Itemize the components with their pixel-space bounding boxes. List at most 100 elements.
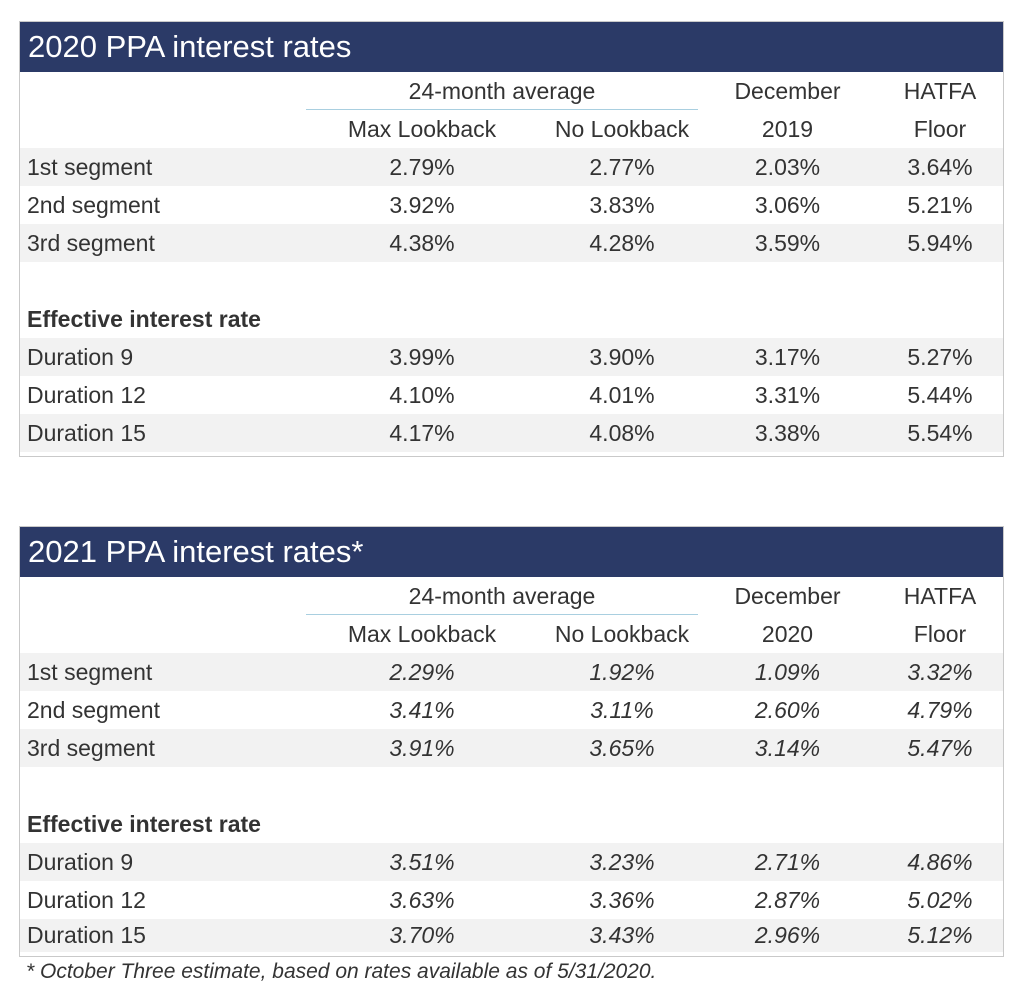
col-header-max-lookback: Max Lookback: [347, 116, 497, 142]
table-row: Duration 12 4.10% 4.01% 3.31% 5.44%: [20, 376, 1003, 414]
cell-no: 3.23%: [589, 849, 655, 875]
header-row-2: Max Lookback No Lookback 2019 Floor: [20, 110, 1003, 148]
cell-max: 2.29%: [389, 659, 455, 685]
table-row: 1st segment 2.29% 1.92% 1.09% 3.32%: [20, 653, 1003, 691]
row-label: Duration 15: [27, 922, 146, 948]
cell-dec: 3.17%: [754, 344, 821, 370]
cell-hatfa: 5.47%: [907, 735, 973, 761]
cell-hatfa: 5.27%: [907, 344, 973, 370]
group-header-underline: [306, 614, 698, 615]
cell-max: 3.63%: [389, 887, 455, 913]
col-header-no-lookback: No Lookback: [554, 116, 690, 142]
section-label: Effective interest rate: [27, 811, 261, 837]
group-header-underline: [306, 109, 698, 110]
section-row: Effective interest rate: [20, 300, 1003, 338]
cell-dec: 2.96%: [754, 922, 821, 948]
cell-max: 3.99%: [389, 344, 455, 370]
cell-dec: 2.71%: [754, 849, 821, 875]
table-row: Duration 9 3.51% 3.23% 2.71% 4.86%: [20, 843, 1003, 881]
row-label: 2nd segment: [27, 697, 160, 723]
cell-hatfa: 3.32%: [907, 659, 973, 685]
header-row-2: Max Lookback No Lookback 2020 Floor: [20, 615, 1003, 653]
row-label: 2nd segment: [27, 192, 160, 218]
cell-no: 2.77%: [589, 154, 655, 180]
table-row: 1st segment 2.79% 2.77% 2.03% 3.64%: [20, 148, 1003, 186]
table-title: 2021 PPA interest rates*: [20, 527, 1003, 577]
cell-dec: 1.09%: [754, 659, 821, 685]
row-label: Duration 9: [27, 849, 134, 875]
cell-max: 2.79%: [389, 154, 455, 180]
header-row-1: 24-month average December HATFA: [20, 72, 1003, 110]
cell-hatfa: 5.44%: [907, 382, 973, 408]
cell-no: 3.36%: [589, 887, 655, 913]
cell-hatfa: 5.21%: [907, 192, 973, 218]
col-header-hatfa: HATFA: [903, 78, 977, 104]
col-header-december-year: 2020: [761, 621, 814, 647]
col-header-no-lookback: No Lookback: [554, 621, 690, 647]
row-label: Duration 12: [27, 887, 146, 913]
spacer-row: [20, 262, 1003, 300]
cell-dec: 2.03%: [754, 154, 821, 180]
section-row: Effective interest rate: [20, 805, 1003, 843]
cell-dec: 3.59%: [754, 230, 821, 256]
cell-hatfa: 5.94%: [907, 230, 973, 256]
table-row: 2nd segment 3.92% 3.83% 3.06% 5.21%: [20, 186, 1003, 224]
spacer-row: [20, 767, 1003, 805]
cell-hatfa: 5.12%: [907, 922, 973, 948]
cell-max: 3.92%: [389, 192, 455, 218]
section-label: Effective interest rate: [27, 306, 261, 332]
cell-max: 4.10%: [389, 382, 455, 408]
cell-no: 4.01%: [589, 382, 655, 408]
row-label: Duration 9: [27, 344, 134, 370]
cell-no: 3.65%: [589, 735, 655, 761]
table-2020: 2020 PPA interest rates 24-month average…: [19, 21, 1004, 457]
table-row: 3rd segment 3.91% 3.65% 3.14% 5.47%: [20, 729, 1003, 767]
row-label: 3rd segment: [27, 735, 155, 761]
table-2021: 2021 PPA interest rates* 24-month averag…: [19, 526, 1004, 957]
table-row: Duration 12 3.63% 3.36% 2.87% 5.02%: [20, 881, 1003, 919]
cell-no: 3.90%: [589, 344, 655, 370]
cell-max: 4.38%: [389, 230, 455, 256]
col-header-floor: Floor: [913, 621, 967, 647]
cell-dec: 2.60%: [754, 697, 821, 723]
cell-dec: 3.14%: [754, 735, 821, 761]
col-header-december-year: 2019: [761, 116, 814, 142]
cell-dec: 3.38%: [754, 420, 821, 446]
col-header-december: December: [734, 78, 841, 104]
cell-dec: 3.06%: [754, 192, 821, 218]
row-label: 1st segment: [27, 659, 153, 685]
row-label: 1st segment: [27, 154, 153, 180]
footnote: * October Three estimate, based on rates…: [26, 960, 657, 983]
cell-hatfa: 4.79%: [907, 697, 973, 723]
header-row-1: 24-month average December HATFA: [20, 577, 1003, 615]
table-row: Duration 15 3.70% 3.43% 2.96% 5.12%: [20, 919, 1003, 952]
cell-no: 3.43%: [589, 922, 655, 948]
table-row: 3rd segment 4.38% 4.28% 3.59% 5.94%: [20, 224, 1003, 262]
cell-no: 3.83%: [589, 192, 655, 218]
cell-no: 1.92%: [589, 659, 655, 685]
cell-hatfa: 4.86%: [907, 849, 973, 875]
col-header-max-lookback: Max Lookback: [347, 621, 497, 647]
cell-no: 4.08%: [589, 420, 655, 446]
row-label: Duration 12: [27, 382, 146, 408]
col-header-floor: Floor: [913, 116, 967, 142]
cell-max: 3.91%: [389, 735, 455, 761]
cell-no: 3.11%: [590, 697, 654, 723]
cell-dec: 2.87%: [754, 887, 821, 913]
cell-max: 3.70%: [389, 922, 455, 948]
cell-max: 4.17%: [389, 420, 455, 446]
cell-max: 3.41%: [389, 697, 455, 723]
cell-dec: 3.31%: [754, 382, 821, 408]
cell-no: 4.28%: [589, 230, 655, 256]
cell-hatfa: 5.54%: [907, 420, 973, 446]
col-header-hatfa: HATFA: [903, 583, 977, 609]
table-row: 2nd segment 3.41% 3.11% 2.60% 4.79%: [20, 691, 1003, 729]
row-label: 3rd segment: [27, 230, 155, 256]
table-row: Duration 9 3.99% 3.90% 3.17% 5.27%: [20, 338, 1003, 376]
table-title: 2020 PPA interest rates: [20, 22, 1003, 72]
col-header-december: December: [734, 583, 841, 609]
table-row: Duration 15 4.17% 4.08% 3.38% 5.54%: [20, 414, 1003, 452]
cell-hatfa: 3.64%: [907, 154, 973, 180]
group-header: 24-month average: [408, 78, 596, 104]
cell-max: 3.51%: [389, 849, 455, 875]
